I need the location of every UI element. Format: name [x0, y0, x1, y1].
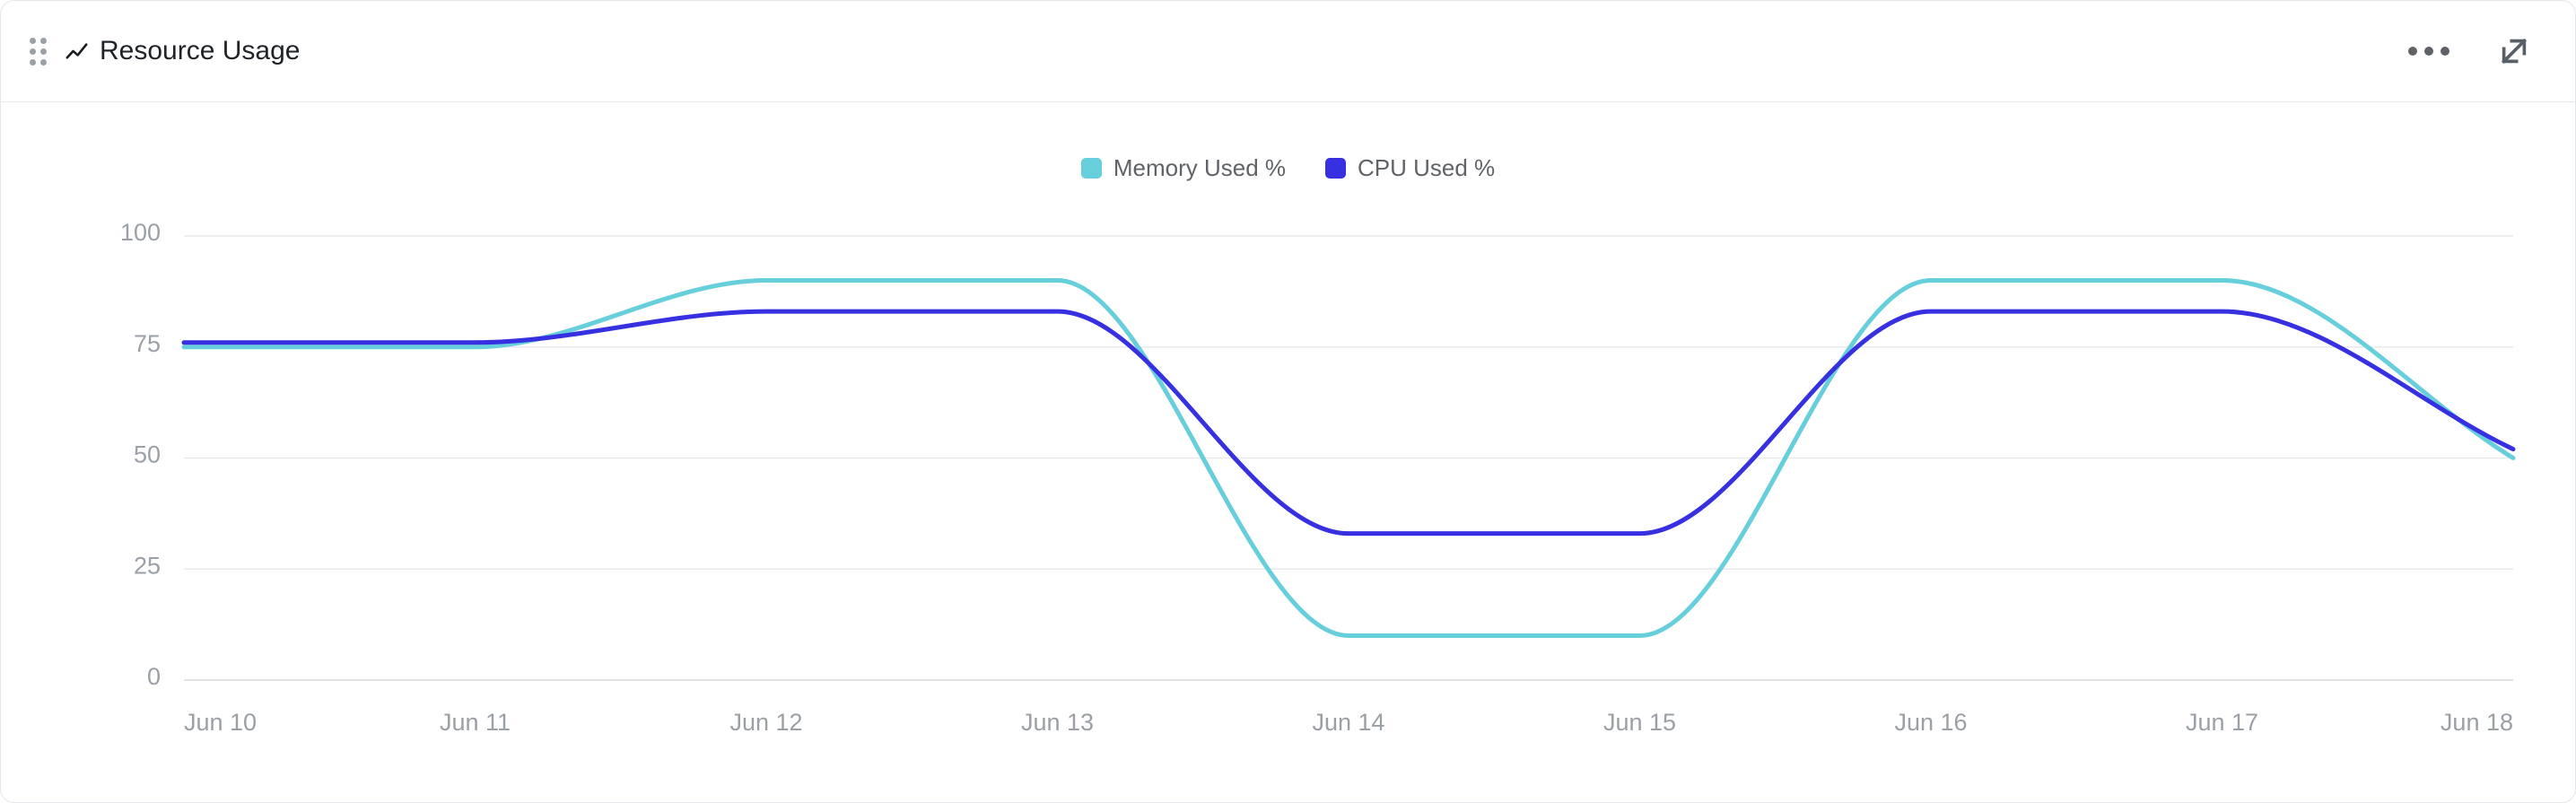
svg-text:Jun 17: Jun 17 [2186, 709, 2258, 736]
svg-text:Jun 13: Jun 13 [1021, 709, 1094, 736]
svg-text:100: 100 [120, 219, 161, 246]
svg-text:Jun 12: Jun 12 [729, 709, 802, 736]
svg-text:Jun 15: Jun 15 [1603, 709, 1676, 736]
svg-text:Jun 10: Jun 10 [184, 709, 257, 736]
svg-text:Jun 16: Jun 16 [1894, 709, 1967, 736]
svg-text:75: 75 [134, 330, 161, 357]
svg-text:Jun 18: Jun 18 [2441, 709, 2513, 736]
svg-text:25: 25 [134, 552, 161, 579]
svg-text:Jun 11: Jun 11 [440, 709, 511, 736]
svg-text:50: 50 [134, 441, 161, 468]
svg-text:0: 0 [147, 663, 161, 690]
svg-text:Jun 14: Jun 14 [1312, 709, 1384, 736]
